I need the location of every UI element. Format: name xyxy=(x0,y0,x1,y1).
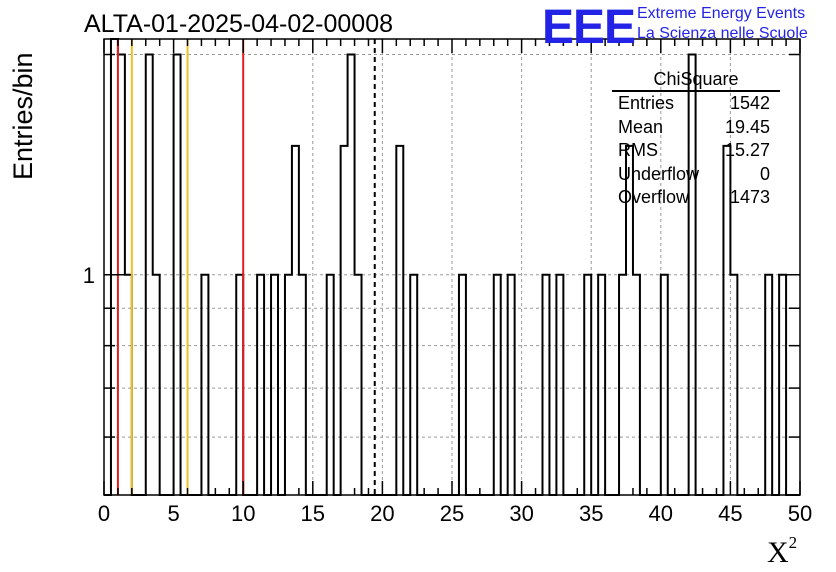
stats-row-underflow: Underflow 0 xyxy=(612,163,780,187)
histogram-bin xyxy=(410,275,417,495)
histogram-bin xyxy=(153,275,160,495)
histogram-bin xyxy=(730,275,737,495)
stats-row-overflow: Overflow 1473 xyxy=(612,186,780,210)
stats-label: Overflow xyxy=(618,187,690,207)
histogram-bin xyxy=(584,275,591,495)
histogram-bin xyxy=(125,275,132,495)
histogram-bin xyxy=(508,275,515,495)
histogram-bin xyxy=(355,275,362,495)
x-tick-label: 30 xyxy=(509,501,533,526)
histogram-bin xyxy=(661,275,668,495)
stats-value: 1542 xyxy=(729,93,770,113)
histogram-bin xyxy=(146,55,153,495)
stats-row-mean: Mean 19.45 xyxy=(612,116,780,140)
stats-label: Entries xyxy=(618,93,675,113)
y-tick-labels: 1 xyxy=(83,263,95,288)
x-tick-label: 45 xyxy=(718,501,742,526)
x-axis-label-base: X xyxy=(767,536,789,569)
eee-logo: EEE xyxy=(542,1,636,54)
eee-logo-text: Extreme Energy Events La Scienza nelle S… xyxy=(637,4,808,44)
x-tick-label: 40 xyxy=(649,501,673,526)
stats-label: RMS xyxy=(618,140,658,160)
chart-title: ALTA-01-2025-04-02-00008 xyxy=(84,10,393,38)
histogram-bin xyxy=(459,275,466,495)
histogram-bin xyxy=(299,275,306,495)
stats-label: Mean xyxy=(618,116,664,137)
x-tick-label: 15 xyxy=(301,501,325,526)
plot-frame xyxy=(103,38,801,496)
x-tick-label: 10 xyxy=(231,501,255,526)
stats-value: 15.27 xyxy=(724,140,770,160)
histogram-bin xyxy=(285,275,292,495)
logo-line-2: La Scienza nelle Scuole xyxy=(637,25,808,42)
stats-label: Underflow xyxy=(618,163,700,184)
x-tick-label: 25 xyxy=(440,501,464,526)
x-tick-label: 50 xyxy=(788,501,812,526)
y-axis-label: Entries/bin xyxy=(8,52,38,180)
stats-value: 1473 xyxy=(729,187,770,207)
histogram-bin xyxy=(341,146,348,495)
histogram-bin xyxy=(619,275,626,495)
histogram-bin xyxy=(348,55,355,495)
stats-value: 0 xyxy=(759,163,770,184)
histogram-bin xyxy=(292,146,299,495)
reference-lines xyxy=(116,39,376,495)
histogram-bin xyxy=(556,275,563,495)
histogram-bin xyxy=(111,39,118,495)
x-axis-label-superscript: 2 xyxy=(788,533,798,552)
histogram-bin xyxy=(779,275,786,495)
stats-row-entries: Entries 1542 xyxy=(612,92,780,116)
histogram-bin xyxy=(236,275,243,495)
x-tick-label: 5 xyxy=(167,501,179,526)
histogram-bin xyxy=(494,275,501,495)
histogram-bin xyxy=(765,275,772,495)
histogram-bin xyxy=(271,275,278,495)
histogram-bin xyxy=(396,146,403,495)
histogram-bin xyxy=(174,55,181,495)
histogram-bin xyxy=(542,275,549,495)
x-tick-labels: 0 5 10 15 20 25 30 35 40 45 50 xyxy=(98,501,812,526)
x-tick-label: 35 xyxy=(579,501,603,526)
logo-line-1: Extreme Energy Events xyxy=(637,5,806,22)
stats-row-rms: RMS 15.27 xyxy=(612,139,780,163)
x-tick-label: 0 xyxy=(98,501,110,526)
histogram-bin xyxy=(633,275,640,495)
stats-title: ChiSquare xyxy=(612,68,780,92)
stats-box: ChiSquare Entries 1542 Mean 19.45 RMS 15… xyxy=(612,68,780,210)
y-tick-label: 1 xyxy=(83,263,95,288)
histogram-bin xyxy=(201,275,208,495)
histogram-bin xyxy=(598,275,605,495)
x-axis-label: X2 xyxy=(767,533,797,570)
histogram-bin xyxy=(327,275,334,495)
x-tick-label: 20 xyxy=(370,501,394,526)
stats-value: 19.45 xyxy=(724,116,770,137)
histogram-bin xyxy=(257,275,264,495)
